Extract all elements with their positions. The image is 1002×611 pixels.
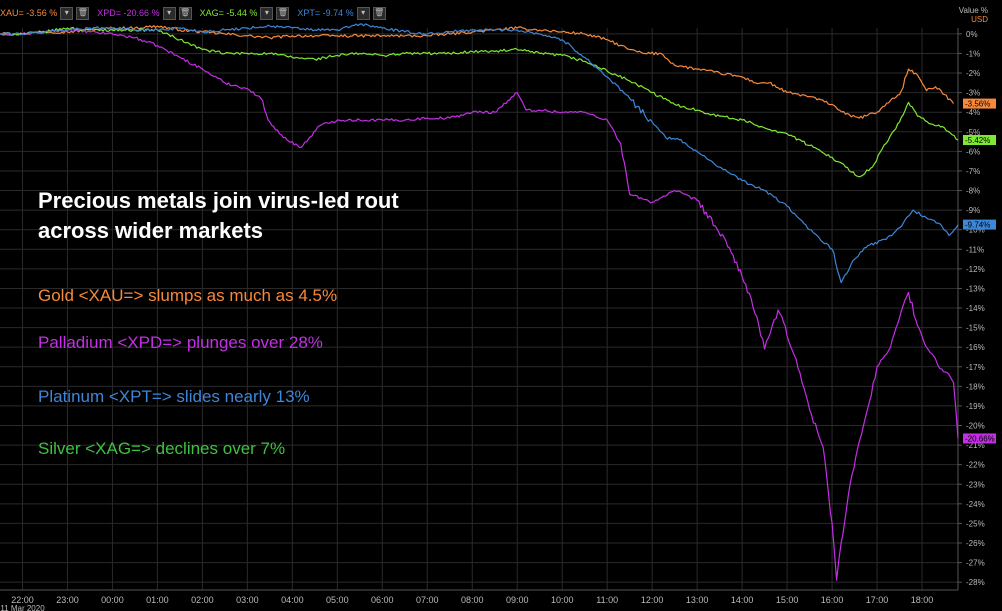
annotation-silver: Silver <XAG=> declines over 7%	[38, 439, 286, 458]
x-tick-label: 13:00	[686, 595, 709, 605]
x-tick-label: 07:00	[416, 595, 439, 605]
last-value-tag-xau	[963, 98, 996, 109]
y-tick-label: -5%	[966, 128, 980, 137]
x-tick-label: 11:00	[596, 595, 618, 605]
annotation-platinum: Platinum <XPT=> slides nearly 13%	[38, 387, 310, 406]
y-tick-label: -21%	[966, 441, 985, 450]
y-tick-label: -27%	[966, 559, 985, 568]
chevron-down-icon[interactable]: ▾	[162, 6, 176, 20]
y-tick-label: -25%	[966, 519, 985, 528]
y-tick-label: 0%	[966, 30, 978, 39]
series-line-xau	[0, 24, 954, 119]
x-tick-label: 18:00	[911, 595, 934, 605]
y-tick-label: -28%	[966, 578, 985, 587]
trash-icon[interactable]: 🗑	[178, 6, 192, 20]
y-tick-label: -19%	[966, 402, 985, 411]
x-tick-label: 15:00	[776, 595, 799, 605]
x-tick-label: 23:00	[56, 595, 79, 605]
series-lines	[0, 23, 959, 581]
y-tick-label: -8%	[966, 187, 980, 196]
headline: Precious metals join virus-led rout acro…	[38, 186, 399, 246]
y-tick-label: -10%	[966, 226, 985, 235]
last-value-label-xau: -3.56%	[965, 100, 990, 109]
x-tick-label: 05:00	[326, 595, 349, 605]
x-tick-label: 06:00	[371, 595, 394, 605]
series-line-xpd	[0, 28, 959, 581]
legend-label-xau: XAU= -3.56 %	[0, 8, 58, 18]
y-tick-label: -15%	[966, 324, 985, 333]
axis-unit-value: Value %	[958, 6, 988, 15]
y-tick-label: -18%	[966, 382, 985, 391]
series-line-xpt	[0, 23, 959, 284]
trash-icon[interactable]: 🗑	[276, 6, 290, 20]
x-tick-label: 09:00	[506, 595, 529, 605]
x-tick-label: 08:00	[461, 595, 484, 605]
x-tick-label: 00:00	[101, 595, 124, 605]
legend-item-xag: XAG= -5.44 % ▾ 🗑	[200, 4, 290, 22]
chevron-down-icon[interactable]: ▾	[356, 6, 370, 20]
y-tick-label: -9%	[966, 206, 980, 215]
y-tick-label: -17%	[966, 363, 985, 372]
x-tick-label: 17:00	[866, 595, 889, 605]
series-line-xag	[0, 26, 959, 178]
trash-icon[interactable]: 🗑	[76, 6, 90, 20]
x-tick-label: 04:00	[281, 595, 304, 605]
legend-item-xpd: XPD= -20.66 % ▾ 🗑	[97, 4, 192, 22]
chevron-down-icon[interactable]: ▾	[260, 6, 274, 20]
y-tick-label: -23%	[966, 480, 985, 489]
last-value-label-xpd: -20.66%	[965, 434, 995, 443]
y-tick-label: -16%	[966, 343, 985, 352]
value-labels: -3.56% -20.66% -5.42% -9.74%	[963, 98, 996, 444]
x-tick-label: 16:00	[821, 595, 844, 605]
x-tick-label: 14:00	[731, 595, 754, 605]
y-tick-label: -22%	[966, 461, 985, 470]
y-tick-label: -2%	[966, 69, 980, 78]
legend-item-xpt: XPT= -9.74 % ▾ 🗑	[297, 4, 386, 22]
x-tick-label: 12:00	[641, 595, 664, 605]
x-tick-label: 02:00	[191, 595, 214, 605]
last-value-label-xpt: -9.74%	[965, 221, 990, 230]
annotation-gold: Gold <XAU=> slumps as much as 4.5%	[38, 286, 338, 305]
annotation-palladium: Palladium <XPD=> plunges over 28%	[38, 333, 323, 352]
legend-bar: XAU= -3.56 % ▾ 🗑 XPD= -20.66 % ▾ 🗑 XAG= …	[0, 4, 386, 22]
legend-label-xpt: XPT= -9.74 %	[297, 8, 354, 18]
y-tick-label: -20%	[966, 422, 985, 431]
y-tick-label: -12%	[966, 265, 985, 274]
x-date-label: 11 Mar 2020	[0, 604, 45, 611]
last-value-tag-xag	[963, 135, 996, 146]
x-tick-label: 03:00	[236, 595, 259, 605]
y-tick-label: -11%	[966, 245, 984, 254]
axes: 22:00 23:00 00:00 01:00 02:00 03:00 04:00 05:00…	[0, 28, 985, 611]
y-tick-label: -7%	[966, 167, 980, 176]
headline-line-2: across wider markets	[38, 218, 264, 243]
x-tick-label: 10:00	[551, 595, 574, 605]
axis-unit-currency: USD	[971, 15, 988, 24]
headline-line-1: Precious metals join virus-led rout	[38, 188, 399, 213]
y-tick-label: -24%	[966, 500, 985, 509]
last-value-label-xag: -5.42%	[965, 136, 990, 145]
y-tick-label: -14%	[966, 304, 985, 313]
x-tick-label: 01:00	[146, 595, 169, 605]
trash-icon[interactable]: 🗑	[372, 6, 386, 20]
x-tick-label: 22:00	[11, 595, 34, 605]
last-value-tag-xpd	[963, 433, 996, 444]
legend-label-xag: XAG= -5.44 %	[199, 8, 258, 18]
y-tick-label: -13%	[966, 284, 985, 293]
grid	[0, 28, 958, 590]
y-tick-label: -1%	[966, 49, 980, 58]
chevron-down-icon[interactable]: ▾	[60, 6, 74, 20]
legend-label-xpd: XPD= -20.66 %	[97, 8, 160, 18]
y-tick-label: -26%	[966, 539, 985, 548]
last-value-tag-xpt	[963, 219, 996, 230]
legend-item-xau: XAU= -3.56 % ▾ 🗑	[0, 4, 90, 22]
y-tick-label: -4%	[966, 108, 980, 117]
y-tick-label: -6%	[966, 147, 980, 156]
y-tick-label: -3%	[966, 89, 980, 98]
